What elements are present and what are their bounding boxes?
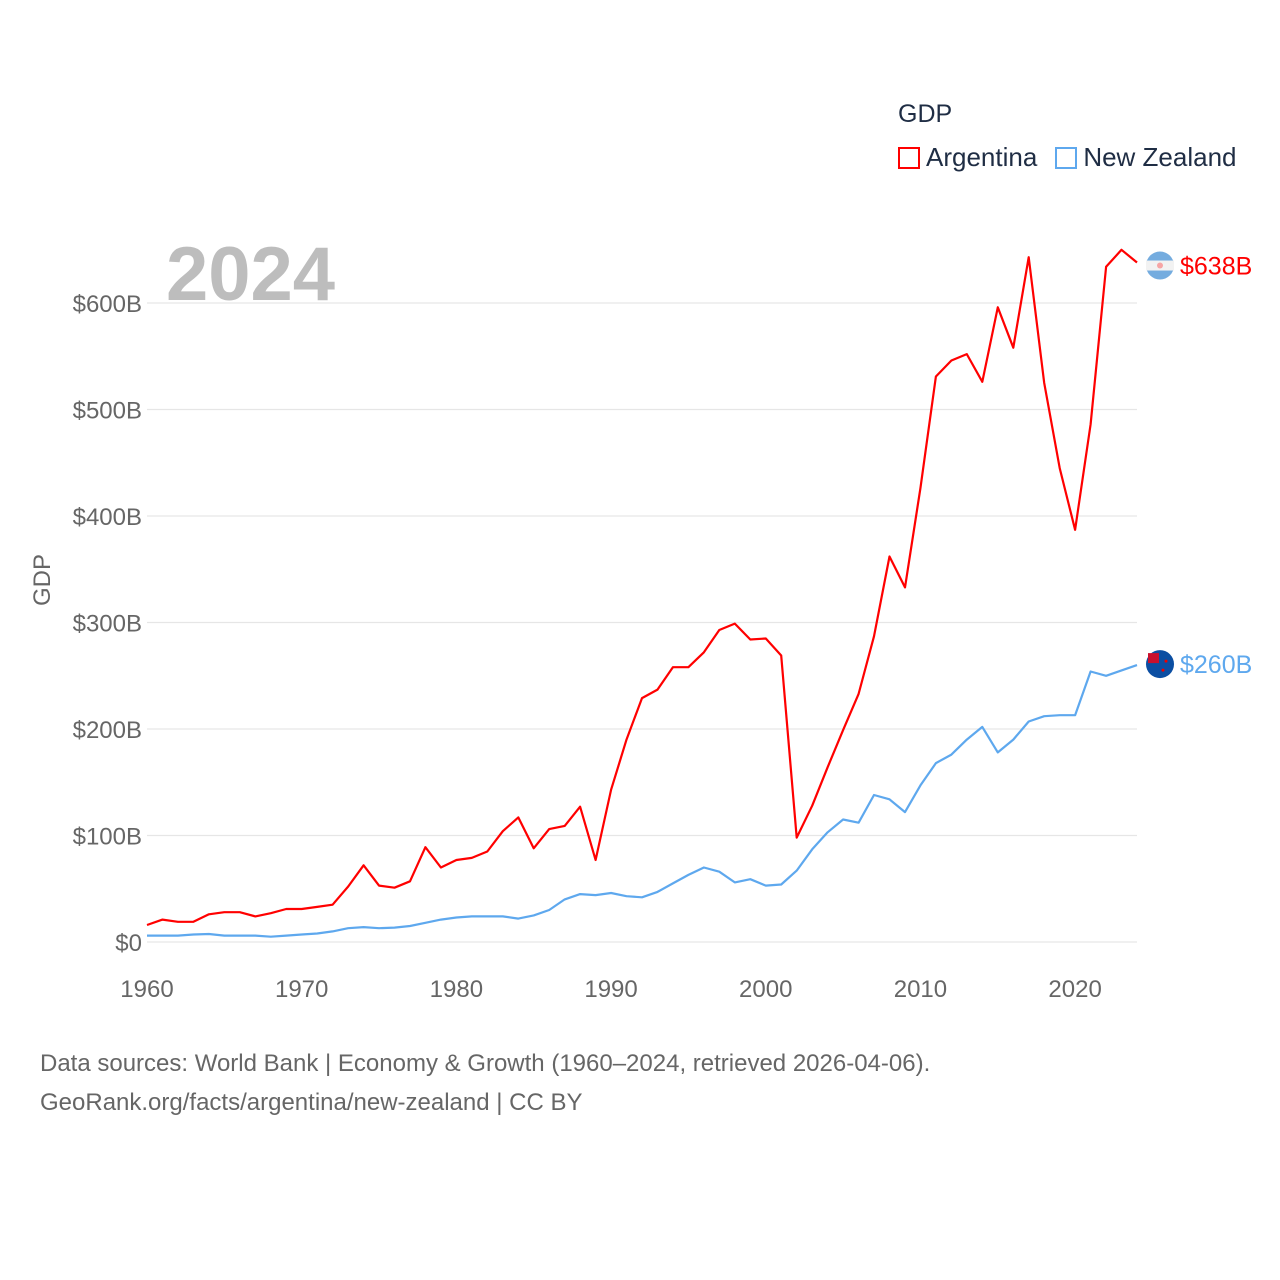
source-link[interactable]: GeoRank.org/facts/argentina/new-zealand … bbox=[40, 1089, 583, 1116]
legend: Argentina New Zealand bbox=[898, 142, 1237, 173]
y-axis-label: GDP bbox=[29, 554, 56, 606]
legend-title: GDP bbox=[898, 100, 953, 128]
flag-star bbox=[1161, 668, 1165, 672]
legend-item-argentina[interactable]: Argentina bbox=[898, 142, 1037, 173]
x-tick-label: 2020 bbox=[1048, 976, 1101, 1003]
flag-sun bbox=[1157, 262, 1163, 269]
x-tick-label: 1980 bbox=[430, 976, 483, 1003]
x-tick-label: 1990 bbox=[584, 976, 637, 1003]
source-line-1: Data sources: World Bank | Economy & Gro… bbox=[40, 1050, 931, 1077]
legend-swatch-new-zealand bbox=[1055, 146, 1078, 169]
y-tick-label: $500B bbox=[73, 398, 142, 425]
y-tick-label: $300B bbox=[73, 611, 142, 638]
legend-label: New Zealand bbox=[1083, 142, 1237, 172]
x-tick-label: 1960 bbox=[120, 976, 173, 1003]
legend-item-new-zealand[interactable]: New Zealand bbox=[1055, 142, 1237, 173]
current-year-label: 2024 bbox=[166, 232, 335, 317]
y-tick-label: $100B bbox=[73, 824, 142, 851]
series-line-argentina bbox=[146, 248, 1138, 927]
y-tick-label: $400B bbox=[73, 504, 142, 531]
end-value-label: $260B bbox=[1180, 651, 1252, 679]
end-value-label: $638B bbox=[1180, 253, 1252, 281]
source-note: Data sources: World Bank | Economy & Gro… bbox=[40, 1044, 930, 1122]
y-tick-label: $200B bbox=[73, 717, 142, 744]
flag-star bbox=[1164, 659, 1168, 663]
flag-union-jack bbox=[1148, 653, 1159, 664]
x-tick-label: 2000 bbox=[739, 976, 792, 1003]
legend-label: Argentina bbox=[926, 142, 1038, 172]
y-tick-label: $0 bbox=[115, 930, 142, 957]
x-tick-label: 1970 bbox=[275, 976, 328, 1003]
series-line-new-zealand bbox=[147, 664, 1138, 938]
legend-swatch-argentina bbox=[898, 146, 920, 169]
x-tick-label: 2010 bbox=[894, 976, 947, 1003]
y-tick-label: $600B bbox=[73, 291, 142, 318]
